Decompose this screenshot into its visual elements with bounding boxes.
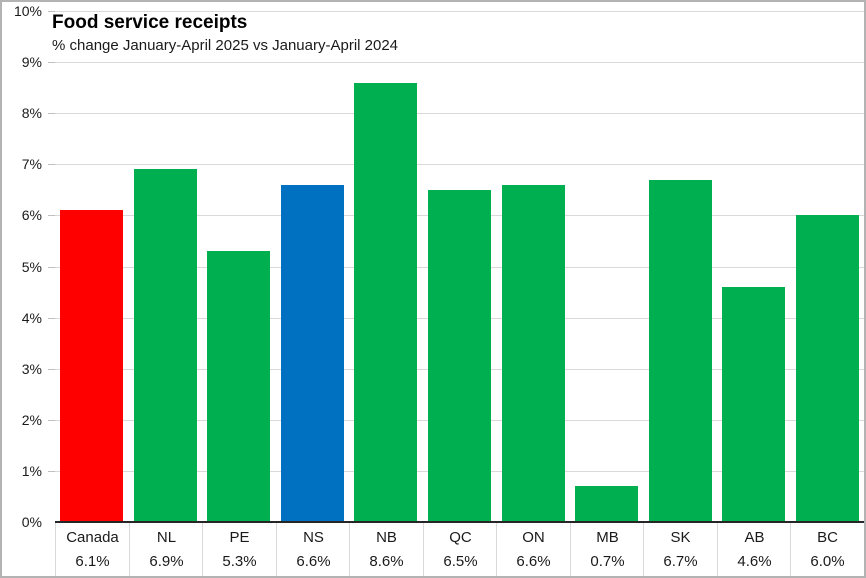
category-label: AB <box>744 529 765 546</box>
y-axis-tick-label: 0% <box>21 514 42 530</box>
bar-qc <box>428 190 491 522</box>
value-label: 6.6% <box>516 553 551 570</box>
gridline <box>55 11 864 12</box>
category-label: NL <box>156 529 177 546</box>
category-cell: MB 0.7% <box>570 523 644 576</box>
value-label: 5.3% <box>222 553 257 570</box>
value-label: 6.1% <box>75 553 110 570</box>
gridline <box>55 62 864 63</box>
bar-bc <box>796 215 859 522</box>
bar-ab <box>722 287 785 522</box>
category-cell: NB 8.6% <box>349 523 423 576</box>
y-axis-tick-mark <box>48 471 55 472</box>
y-axis-tick-mark <box>48 164 55 165</box>
category-cell: NS 6.6% <box>276 523 350 576</box>
bar-canada <box>60 210 123 522</box>
category-label: NB <box>376 529 397 546</box>
y-axis-tick-label: 2% <box>21 412 42 428</box>
bar-mb <box>575 486 638 522</box>
y-axis-tick-label: 9% <box>21 54 42 70</box>
category-cell: BC 6.0% <box>790 523 864 576</box>
value-label: 0.7% <box>590 553 625 570</box>
value-label: 6.0% <box>810 553 845 570</box>
value-label: 6.6% <box>296 553 331 570</box>
value-label: 6.7% <box>663 553 698 570</box>
category-cell: NL 6.9% <box>129 523 203 576</box>
y-axis-tick-mark <box>48 11 55 12</box>
y-axis-tick-label: 10% <box>13 3 42 19</box>
category-axis: Canada 6.1% NL 6.9% PE 5.3% NS 6.6% NB 8.6% QC 6.5%… <box>2 523 864 576</box>
category-label: Canada <box>66 529 119 546</box>
category-cell: SK 6.7% <box>643 523 717 576</box>
value-label: 6.5% <box>443 553 478 570</box>
value-label: 8.6% <box>369 553 404 570</box>
y-axis-tick-label: 5% <box>21 259 42 275</box>
category-label: SK <box>670 529 691 546</box>
chart-title: Food service receipts <box>52 12 248 33</box>
category-label: ON <box>522 529 545 546</box>
y-axis-tick-label: 1% <box>21 463 42 479</box>
y-axis-tick-mark <box>48 62 55 63</box>
bar-sk <box>649 180 712 522</box>
y-axis-tick-label: 8% <box>21 105 42 121</box>
value-label: 6.9% <box>149 553 184 570</box>
bar-pe <box>207 251 270 522</box>
bar-nl <box>134 169 197 522</box>
bar-on <box>502 185 565 522</box>
category-label: NS <box>303 529 324 546</box>
x-axis-line <box>55 521 864 523</box>
y-axis-tick-mark <box>48 215 55 216</box>
y-axis-tick-mark <box>48 267 55 268</box>
category-cell: QC 6.5% <box>423 523 497 576</box>
category-cell: AB 4.6% <box>717 523 791 576</box>
y-axis-tick-label: 7% <box>21 156 42 172</box>
plot-area <box>55 11 864 522</box>
gridline <box>55 164 864 165</box>
category-cell: ON 6.6% <box>496 523 570 576</box>
category-cell: Canada 6.1% <box>55 523 129 576</box>
y-axis-tick-mark <box>48 113 55 114</box>
category-cell: PE 5.3% <box>202 523 276 576</box>
category-label: MB <box>596 529 619 546</box>
y-axis-tick-mark <box>48 318 55 319</box>
category-label: BC <box>817 529 838 546</box>
category-label: PE <box>229 529 250 546</box>
gridline <box>55 113 864 114</box>
value-label: 4.6% <box>737 553 772 570</box>
y-axis-tick-label: 3% <box>21 361 42 377</box>
y-axis-tick-mark <box>48 420 55 421</box>
category-label: QC <box>449 529 472 546</box>
y-axis-tick-mark <box>48 369 55 370</box>
y-axis-tick-label: 4% <box>21 310 42 326</box>
bar-ns <box>281 185 344 522</box>
y-axis-tick-label: 6% <box>21 207 42 223</box>
chart-subtitle: % change January-April 2025 vs January-A… <box>52 37 399 54</box>
bar-nb <box>354 83 417 522</box>
